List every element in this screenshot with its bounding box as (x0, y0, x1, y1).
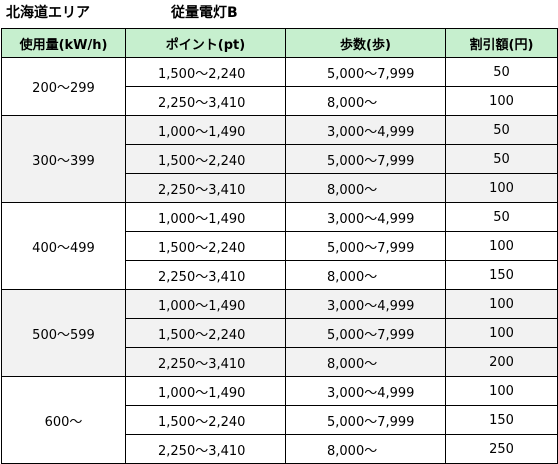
region-title: 北海道エリア (6, 5, 90, 21)
usage-group: 500〜599 1,000〜1,490 3,000〜4,999 100 1,50… (1, 289, 558, 377)
plan-title: 従量電灯B (171, 5, 238, 21)
steps-cell: 8,000〜 (285, 260, 446, 290)
header-row: 使用量(kW/h) ポイント(pt) 歩数(歩) 割引額(円) (1, 28, 558, 58)
steps-cell: 3,000〜4,999 (285, 202, 446, 232)
discount-cell: 100 (445, 289, 558, 319)
table-row: 600〜 1,000〜1,490 3,000〜4,999 100 (1, 376, 558, 464)
table-row: 300〜399 1,000〜1,490 3,000〜4,999 50 (1, 115, 558, 203)
discount-cell: 150 (445, 260, 558, 290)
steps-cell: 5,000〜7,999 (285, 405, 446, 435)
steps-cell: 8,000〜 (285, 434, 446, 464)
table-row: 2,250〜3,410 8,000〜 100 (2, 86, 558, 116)
usage-group: 400〜499 1,000〜1,490 3,000〜4,999 50 1,500… (1, 202, 558, 290)
table-row: 1,500〜2,240 5,000〜7,999 100 (2, 231, 558, 261)
table-row: 1,500〜2,240 5,000〜7,999 100 (2, 318, 558, 348)
usage-range-cell: 300〜399 (1, 115, 126, 203)
points-cell: 2,250〜3,410 (125, 347, 286, 377)
steps-cell: 5,000〜7,999 (285, 144, 446, 174)
points-cell: 1,000〜1,490 (125, 376, 286, 406)
table-row: 1,500〜2,240 5,000〜7,999 150 (2, 405, 558, 435)
steps-cell: 8,000〜 (285, 86, 446, 116)
table-row: 200〜299 1,500〜2,240 5,000〜7,999 50 (1, 57, 558, 116)
usage-range-cell: 600〜 (1, 376, 126, 464)
steps-cell: 8,000〜 (285, 173, 446, 203)
points-cell: 1,500〜2,240 (125, 57, 286, 87)
points-cell: 1,500〜2,240 (125, 144, 286, 174)
table-row: 400〜499 1,000〜1,490 3,000〜4,999 50 (1, 202, 558, 290)
points-cell: 1,000〜1,490 (125, 202, 286, 232)
usage-group: 600〜 1,000〜1,490 3,000〜4,999 100 1,500〜2… (1, 376, 558, 464)
usage-group: 300〜399 1,000〜1,490 3,000〜4,999 50 1,500… (1, 115, 558, 203)
table-row: 1,500〜2,240 5,000〜7,999 50 (2, 144, 558, 174)
table-row: 2,250〜3,410 8,000〜 150 (2, 260, 558, 290)
points-cell: 1,500〜2,240 (125, 231, 286, 261)
steps-cell: 5,000〜7,999 (285, 318, 446, 348)
steps-cell: 3,000〜4,999 (285, 289, 446, 319)
discount-cell: 200 (445, 347, 558, 377)
discount-cell: 100 (445, 376, 558, 406)
points-cell: 2,250〜3,410 (125, 173, 286, 203)
steps-cell: 5,000〜7,999 (285, 231, 446, 261)
usage-range-cell: 400〜499 (1, 202, 126, 290)
steps-cell: 3,000〜4,999 (285, 376, 446, 406)
discount-column-header: 割引額(円) (445, 28, 558, 58)
steps-column-header: 歩数(歩) (285, 28, 446, 58)
discount-cell: 100 (445, 231, 558, 261)
table-row: 2,250〜3,410 8,000〜 250 (2, 434, 558, 464)
usage-range-cell: 500〜599 (1, 289, 126, 377)
discount-cell: 100 (445, 318, 558, 348)
steps-cell: 5,000〜7,999 (285, 57, 446, 87)
points-cell: 1,000〜1,490 (125, 289, 286, 319)
steps-cell: 8,000〜 (285, 347, 446, 377)
discount-cell: 100 (445, 173, 558, 203)
points-cell: 2,250〜3,410 (125, 260, 286, 290)
steps-cell: 3,000〜4,999 (285, 115, 446, 145)
table-row: 2,250〜3,410 8,000〜 100 (2, 173, 558, 203)
discount-cell: 150 (445, 405, 558, 435)
discount-cell: 100 (445, 86, 558, 116)
discount-cell: 50 (445, 115, 558, 145)
points-cell: 2,250〜3,410 (125, 434, 286, 464)
discount-cell: 50 (445, 144, 558, 174)
table-row: 500〜599 1,000〜1,490 3,000〜4,999 100 (1, 289, 558, 377)
discount-table: 使用量(kW/h) ポイント(pt) 歩数(歩) 割引額(円) 200〜299 … (1, 28, 558, 464)
points-cell: 1,000〜1,490 (125, 115, 286, 145)
points-cell: 1,500〜2,240 (125, 318, 286, 348)
points-cell: 1,500〜2,240 (125, 405, 286, 435)
discount-cell: 250 (445, 434, 558, 464)
discount-cell: 50 (445, 202, 558, 232)
usage-group: 200〜299 1,500〜2,240 5,000〜7,999 50 2,250… (1, 57, 558, 116)
points-column-header: ポイント(pt) (125, 28, 286, 58)
points-cell: 2,250〜3,410 (125, 86, 286, 116)
usage-range-cell: 200〜299 (1, 57, 126, 116)
usage-column-header: 使用量(kW/h) (1, 28, 126, 58)
discount-cell: 50 (445, 57, 558, 87)
